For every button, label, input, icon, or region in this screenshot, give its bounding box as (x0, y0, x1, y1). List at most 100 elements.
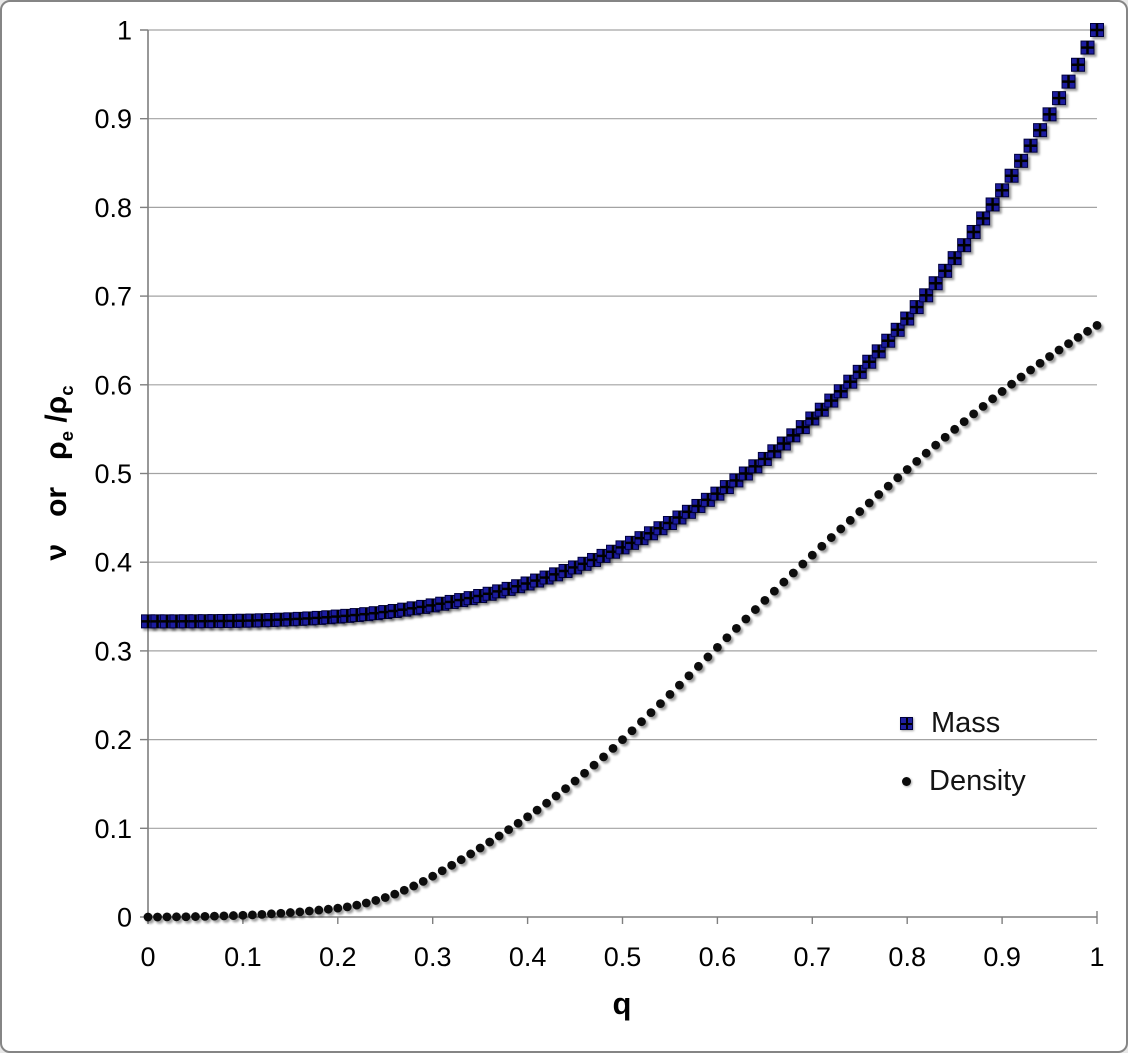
density-point (779, 577, 789, 587)
y-tick-label: 0 (117, 903, 132, 933)
density-point (1045, 352, 1054, 361)
x-tick-label: 0.6 (699, 942, 737, 972)
mass-point (843, 374, 858, 389)
density-point (675, 680, 684, 690)
x-tick-label: 1 (1089, 942, 1104, 972)
mass-point (976, 211, 991, 226)
density-point (969, 409, 979, 419)
density-point (380, 893, 390, 902)
density-point (665, 689, 675, 699)
density-point (247, 910, 257, 920)
density-point (172, 912, 181, 922)
density-point (788, 568, 798, 578)
mass-point (871, 344, 886, 359)
y-tick-label: 0.5 (94, 459, 132, 489)
density-point (181, 912, 191, 922)
density-point (817, 541, 827, 551)
density-point (921, 448, 931, 458)
mass-point (767, 444, 782, 459)
density-point (342, 902, 352, 912)
mass-point (1004, 168, 1019, 183)
x-tick-label: 0.2 (319, 942, 357, 972)
density-point (323, 904, 333, 914)
density-point (950, 424, 960, 434)
density-point (523, 812, 532, 822)
x-axis-title: q (612, 986, 632, 1021)
density-point (618, 735, 627, 744)
density-point (542, 798, 551, 808)
mass-point (824, 393, 839, 408)
density-point (229, 911, 238, 920)
density-point (1035, 358, 1045, 368)
density-point (1016, 372, 1026, 382)
density-point (143, 912, 153, 922)
density-point (608, 743, 618, 753)
density-point (437, 866, 447, 876)
x-tick-label: 0.5 (604, 942, 642, 972)
density-point (1073, 332, 1083, 342)
density-point (390, 889, 400, 899)
y-tick-label: 0.3 (94, 636, 132, 666)
density-point (428, 871, 438, 881)
density-point (637, 717, 646, 727)
y-axis-title-sub-c: c (56, 385, 77, 396)
mass-point (938, 263, 953, 278)
density-point (713, 642, 722, 652)
y-axis-title: νorρe /ρc (40, 321, 84, 625)
density-point (855, 507, 865, 516)
density-point (589, 760, 599, 770)
mass-point (890, 322, 905, 337)
density-point (371, 896, 381, 905)
y-tick-label: 0.8 (94, 193, 132, 223)
density-point (912, 456, 922, 466)
mass-point (1090, 23, 1104, 37)
density-point (1092, 320, 1102, 330)
density-point (883, 481, 893, 491)
density-point (399, 885, 409, 895)
density-marker-icon (902, 777, 911, 786)
density-point (210, 911, 219, 921)
mass-point (947, 251, 962, 266)
y-axis-title-rho-e: ρ (40, 441, 73, 460)
density-point (153, 912, 162, 922)
density-point (219, 911, 229, 921)
density-point (874, 490, 884, 499)
density-point (684, 671, 694, 681)
mass-point (919, 288, 934, 303)
density-point (162, 912, 172, 922)
density-point (978, 401, 988, 411)
legend-label-density: Density (929, 765, 1026, 797)
density-point (504, 825, 514, 835)
density-point (722, 633, 732, 643)
density-point (627, 726, 637, 736)
x-tick-label: 0.8 (888, 942, 926, 972)
density-point (257, 909, 267, 919)
density-point (570, 776, 580, 786)
density-point (238, 910, 248, 920)
density-point (532, 805, 542, 815)
density-point (807, 550, 817, 560)
x-tick-label: 0.9 (983, 942, 1021, 972)
legend: Mass Density (900, 704, 1026, 801)
legend-entry-density: Density (900, 762, 1026, 801)
density-point (931, 440, 941, 450)
density-point (561, 784, 570, 794)
legend-label-mass: Mass (931, 707, 1001, 739)
mass-point (776, 436, 791, 451)
density-point (798, 559, 808, 569)
mass-point (966, 224, 981, 239)
y-axis-title-rho-c: ρ (40, 395, 73, 415)
mass-point (1061, 74, 1076, 89)
y-tick-label: 0.7 (94, 282, 132, 312)
density-point (475, 843, 485, 853)
density-point (295, 907, 305, 917)
mass-point (1014, 153, 1029, 168)
density-point (1026, 365, 1035, 375)
density-point (191, 912, 200, 921)
density-point (276, 908, 286, 918)
mass-point (985, 197, 1000, 212)
density-point (485, 837, 495, 847)
y-tick-label: 0.1 (94, 814, 132, 844)
density-point (646, 708, 656, 718)
y-tick-label: 0.4 (94, 548, 132, 578)
